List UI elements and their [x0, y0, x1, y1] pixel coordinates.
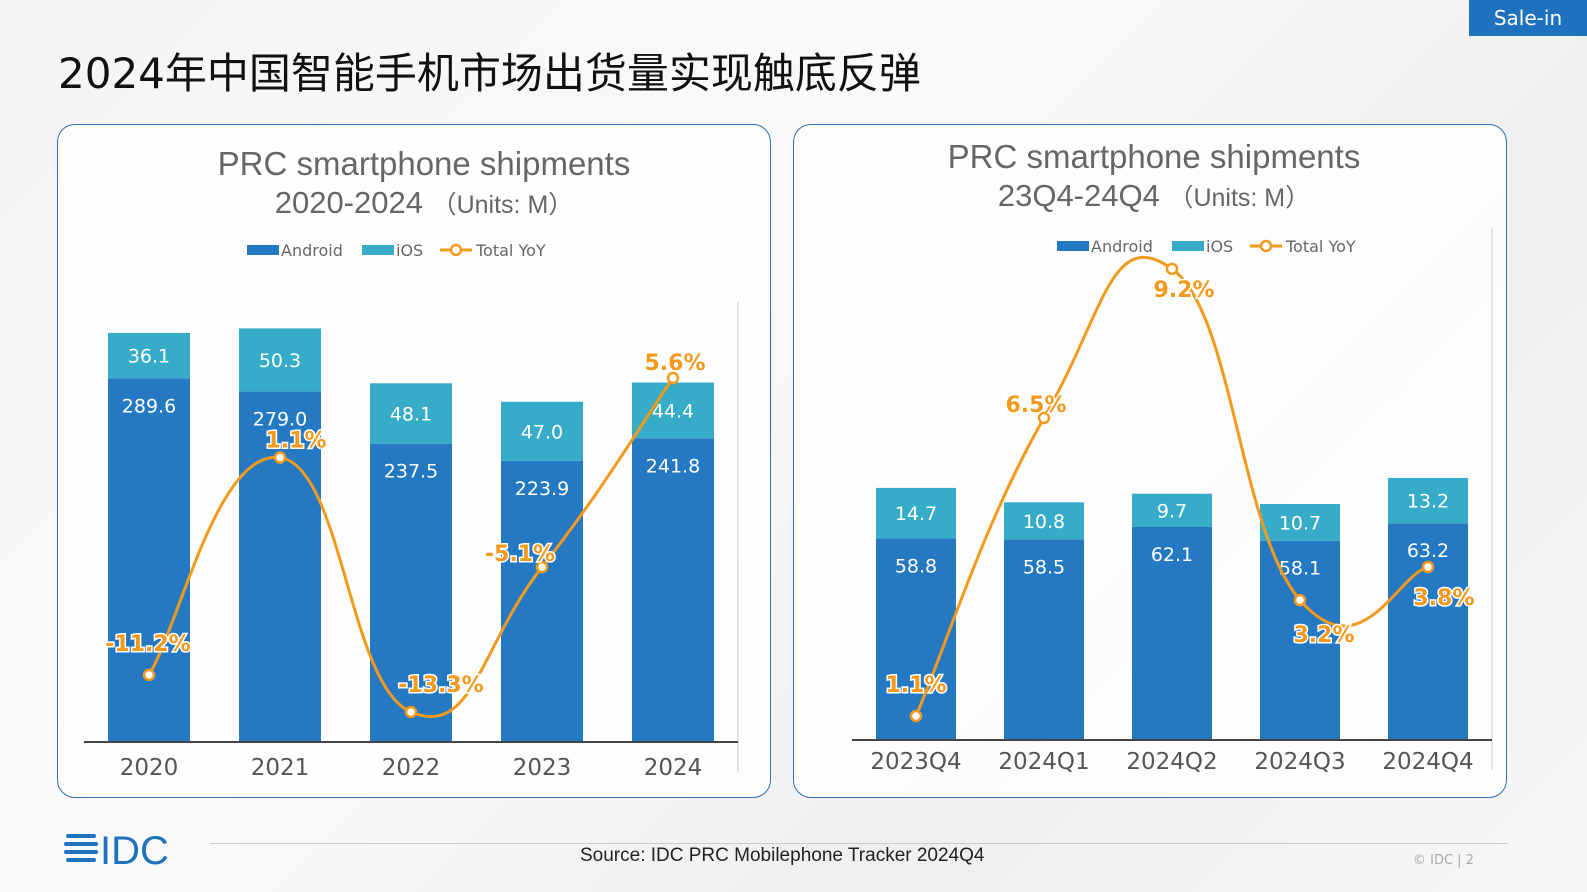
legend-label-android: Android	[1091, 237, 1153, 256]
bar-ios-2023	[501, 401, 583, 461]
footer-divider	[210, 843, 1508, 844]
bar-ios-2024Q4	[1388, 477, 1468, 524]
label-ios-2024Q1: 10.8	[1023, 511, 1065, 533]
label-ios-2020: 36.1	[128, 346, 170, 368]
yoy-point-2024Q1	[1037, 411, 1051, 425]
copyright: © IDC | 2	[1413, 853, 1474, 868]
chart-title: PRC smartphone shipments	[218, 145, 631, 182]
category-label-2023: 2023	[513, 755, 572, 781]
category-label-2024Q2: 2024Q2	[1126, 749, 1217, 775]
yoy-point-2024Q3	[1293, 593, 1307, 607]
chart-subtitle: 23Q4-24Q4 （Units: M）	[998, 178, 1310, 213]
legend-swatch-android	[247, 245, 279, 255]
bar-ios-2024Q2	[1132, 493, 1212, 527]
svg-text:IDC: IDC	[100, 829, 169, 868]
bar-android-2024Q3	[1260, 540, 1340, 740]
label-android-2023Q4: 58.8	[895, 555, 937, 577]
label-android-2024Q2: 62.1	[1151, 544, 1193, 566]
label-ios-2024Q3: 10.7	[1279, 512, 1321, 534]
legend-swatch-ios	[362, 245, 394, 255]
yoy-label-2020: -11.2%	[105, 632, 190, 657]
label-ios-2021: 50.3	[259, 350, 301, 372]
chart-title: PRC smartphone shipments	[948, 138, 1361, 175]
legend-swatch-android	[1057, 241, 1089, 251]
page-number: 2	[1465, 853, 1474, 868]
bar-android-2024Q1	[1004, 539, 1084, 740]
bar-android-2023	[501, 460, 583, 742]
bar-ios-2024Q3	[1260, 504, 1340, 541]
yoy-point-2024	[666, 371, 680, 385]
copyright-text: © IDC |	[1413, 853, 1462, 868]
category-label-2024Q3: 2024Q3	[1254, 749, 1345, 775]
label-android-2021: 279.0	[253, 409, 307, 431]
chart-units: （Units: M）	[432, 191, 574, 219]
yoy-label-2024Q1: 6.5%	[1005, 393, 1066, 418]
legend-label-android: Android	[281, 241, 343, 260]
label-android-2024: 241.8	[646, 455, 700, 477]
label-ios-2024: 44.4	[652, 400, 694, 422]
bar-android-2024	[632, 438, 714, 742]
category-label-2020: 2020	[120, 755, 179, 781]
bar-ios-2021	[239, 328, 321, 392]
yoy-point-2024Q2	[1165, 262, 1179, 276]
yoy-label-2022: -13.3%	[398, 673, 483, 698]
bar-ios-2020	[108, 332, 190, 379]
yoy-point-2020	[142, 668, 156, 682]
bar-android-2022	[370, 443, 452, 742]
legend-label-yoy: Total YoY	[475, 241, 546, 260]
idc-logo: IDC	[64, 828, 184, 873]
bar-ios-2024	[632, 382, 714, 439]
yoy-label-2024Q3: 3.2%	[1293, 623, 1354, 648]
legend-label-ios: iOS	[396, 241, 423, 260]
category-label-2022: 2022	[382, 755, 441, 781]
label-ios-2024Q2: 9.7	[1157, 500, 1187, 522]
yoy-label-2023: -5.1%	[485, 542, 555, 567]
bar-ios-2023Q4	[876, 487, 956, 539]
yoy-point-2024Q4	[1421, 560, 1435, 574]
category-label-2024Q4: 2024Q4	[1382, 749, 1473, 775]
yoy-label-2024Q4: 3.8%	[1413, 586, 1474, 611]
legend-label-yoy: Total YoY	[1285, 237, 1356, 256]
label-ios-2022: 48.1	[390, 403, 432, 425]
category-label-2024: 2024	[644, 755, 703, 781]
page-title: 2024年中国智能手机市场出货量实现触底反弹	[58, 49, 921, 98]
chart-units: （Units: M）	[1168, 184, 1310, 212]
chart-subtitle: 2020-2024 （Units: M）	[275, 185, 574, 220]
bar-ios-2022	[370, 383, 452, 444]
yoy-point-2023	[535, 560, 549, 574]
bar-android-2020	[108, 378, 190, 742]
yoy-label-2023Q4: 1.1%	[885, 673, 946, 698]
yoy-point-2023Q4	[909, 709, 923, 723]
yoy-label-2024: 5.6%	[644, 351, 705, 376]
source-note: Source: IDC PRC Mobilephone Tracker 2024…	[580, 845, 985, 866]
sale-in-badge: Sale-in	[1469, 0, 1587, 36]
label-ios-2024Q4: 13.2	[1407, 491, 1449, 513]
label-ios-2023Q4: 14.7	[895, 503, 937, 525]
label-android-2024Q1: 58.5	[1023, 556, 1065, 578]
bar-android-2023Q4	[876, 538, 956, 740]
yoy-label-2021: 1.1%	[265, 429, 326, 454]
label-android-2023: 223.9	[515, 478, 569, 500]
label-android-2024Q3: 58.1	[1279, 558, 1321, 580]
label-android-2022: 237.5	[384, 461, 438, 483]
yoy-line	[147, 377, 675, 719]
legend-marker-yoy	[449, 243, 463, 257]
yoy-point-2022	[404, 705, 418, 719]
yoy-label-2024Q2: 9.2%	[1153, 278, 1214, 303]
category-label-2023Q4: 2023Q4	[870, 749, 961, 775]
label-android-2020: 289.6	[122, 395, 176, 417]
legend-marker-yoy	[1259, 239, 1273, 253]
yoy-point-2021	[273, 451, 287, 464]
bar-android-2024Q4	[1388, 523, 1468, 740]
category-label-2021: 2021	[251, 755, 310, 781]
legend-label-ios: iOS	[1206, 237, 1233, 256]
bar-android-2021	[239, 391, 321, 742]
label-android-2024Q4: 63.2	[1407, 540, 1449, 562]
legend-swatch-ios	[1172, 241, 1204, 251]
label-ios-2023: 47.0	[521, 421, 563, 443]
bar-ios-2024Q1	[1004, 502, 1084, 540]
bar-android-2024Q2	[1132, 526, 1212, 740]
category-label-2024Q1: 2024Q1	[998, 749, 1089, 775]
